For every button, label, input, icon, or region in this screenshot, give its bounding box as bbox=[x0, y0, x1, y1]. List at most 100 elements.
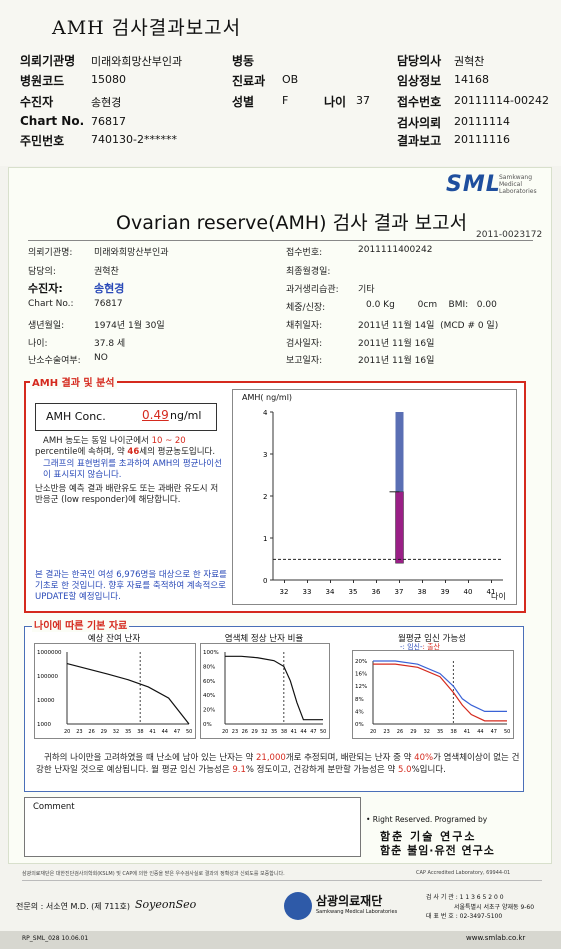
y-tick-label: 10000 bbox=[37, 698, 55, 704]
amh-chart-title: AMH( ng/ml) bbox=[242, 393, 293, 402]
curve-line bbox=[373, 663, 507, 722]
comment-label: Comment bbox=[33, 802, 75, 812]
field-value: 2011년 11월 16일 bbox=[358, 356, 435, 366]
legend-birth: : 출산 bbox=[422, 643, 440, 651]
x-tick-label: 44 bbox=[477, 729, 483, 735]
curve-line bbox=[66, 662, 190, 725]
y-tick-label: 1000000 bbox=[37, 650, 62, 656]
y-tick-label: 100000 bbox=[37, 674, 58, 680]
divider bbox=[28, 240, 533, 241]
interquartile-bar bbox=[395, 491, 404, 564]
y-tick-label: 20% bbox=[203, 708, 215, 714]
field-value: 37.8 세 bbox=[94, 339, 126, 349]
x-tick-label: 20 bbox=[222, 729, 228, 735]
header-label: 수진자 bbox=[20, 95, 54, 109]
header-value: 미래와희망산부인과 bbox=[91, 55, 183, 68]
y-tick-label: 100% bbox=[203, 650, 219, 656]
x-tick-label: 29 bbox=[101, 729, 107, 735]
desc-response: 난소반응 예측 결과 배란유도 또는 과배란 유도시 저반응군 (low res… bbox=[35, 484, 219, 505]
x-tick-label: 32 bbox=[261, 729, 267, 735]
research-institute-2: 함춘 불임·유전 연구소 bbox=[380, 844, 495, 857]
x-tick-label: 35 bbox=[125, 729, 131, 735]
x-tick-label: 44 bbox=[300, 729, 306, 735]
field-label: 검사일자: bbox=[286, 339, 323, 349]
summary-eggs: 21,000 bbox=[256, 753, 286, 763]
x-tick-label: 38 bbox=[137, 729, 143, 735]
y-tick-label: 80% bbox=[203, 664, 215, 670]
x-tick-label: 41 bbox=[291, 729, 297, 735]
header-label: 병원코드 bbox=[20, 74, 65, 88]
x-tick-label: 40 bbox=[464, 588, 473, 596]
x-tick-label: 35 bbox=[437, 729, 443, 735]
chart2-panel: 100% 80% 60% 40% 20% 0% 20 23 26 29 32 35 38 41 44 47 50 bbox=[200, 643, 330, 739]
x-tick-label: 32 bbox=[113, 729, 119, 735]
desc-note: 그래프의 표현범위를 초과하여 AMH의 평균나이선이 표시되지 않습니다. bbox=[43, 459, 222, 480]
desc-text: 세의 평균농도입니다. bbox=[139, 447, 216, 457]
chart1-title: 예상 잔여 난자 bbox=[87, 634, 141, 644]
comment-box: Comment bbox=[24, 797, 361, 857]
amh-conc-unit: ng/ml bbox=[170, 409, 202, 422]
y-tick-label: 1 bbox=[263, 535, 267, 543]
field-label: 접수번호: bbox=[286, 248, 323, 258]
x-tick-label: 50 bbox=[186, 729, 192, 735]
chart3-legend: -: 임신-: 출산 bbox=[400, 642, 440, 652]
x-tick-label: 37 bbox=[395, 588, 404, 596]
curve-line bbox=[225, 655, 323, 721]
amh-concentration-box: AMH Conc. 0.49 ng/ml bbox=[35, 403, 217, 431]
header-label: 임상정보 bbox=[397, 74, 442, 88]
header-fields: 의뢰기관명 미래와희망산부인과 병동 담당의사 권혁찬 병원코드 15080 진… bbox=[20, 52, 550, 152]
header-label: Chart No. bbox=[20, 114, 85, 128]
patient-name: 송현경 bbox=[94, 282, 125, 295]
x-tick-label: 29 bbox=[251, 729, 257, 735]
chart2-title: 염색체 정상 난자 비율 bbox=[224, 634, 304, 644]
header-value: 76817 bbox=[91, 115, 126, 128]
field-value: 76817 bbox=[94, 299, 123, 309]
header-value: 송현경 bbox=[91, 96, 122, 109]
y-tick-label: 2 bbox=[263, 493, 267, 501]
field-value: 기타 bbox=[358, 285, 375, 295]
egg-count-chart: 1000000 100000 10000 1000 20 23 26 29 32 35 38 41 44… bbox=[37, 650, 192, 735]
field-label: 의뢰기관명: bbox=[28, 248, 73, 258]
sml-logo: SML bbox=[446, 172, 501, 197]
desc-text: percentile에 속하며, 약 bbox=[35, 447, 125, 457]
header-value: 20111116 bbox=[454, 133, 510, 146]
y-tick-label: 0% bbox=[203, 722, 212, 728]
divider bbox=[22, 880, 542, 881]
header-value: 권혁찬 bbox=[454, 55, 485, 68]
x-tick-label: 29 bbox=[410, 729, 416, 735]
signature: SoyeonSeo bbox=[135, 898, 197, 911]
lab-code: 검 사 기 관 : 1 1 3 6 5 2 0 0 bbox=[426, 894, 504, 901]
doctor-name: 전문의 : 서소연 M.D. (제 711호) bbox=[16, 902, 130, 911]
report-title: Ovarian reserve(AMH) 검사 결과 보고서 bbox=[116, 212, 468, 234]
x-tick-label: 23 bbox=[76, 729, 82, 735]
x-tick-label: 47 bbox=[491, 729, 497, 735]
field-value: NO bbox=[94, 353, 108, 363]
x-tick-label: 47 bbox=[310, 729, 316, 735]
x-tick-label: 39 bbox=[441, 588, 450, 596]
research-institute-1: 함춘 기술 연구소 bbox=[380, 830, 477, 843]
x-tick-label: 26 bbox=[242, 729, 248, 735]
patient-name-label: 수진자: bbox=[28, 282, 63, 295]
x-tick-label: 41 bbox=[464, 729, 470, 735]
mean-age: 46 bbox=[127, 447, 140, 457]
amh-conc-label: AMH Conc. bbox=[46, 410, 106, 423]
foundation-logo-icon bbox=[284, 892, 312, 920]
x-tick-label: 38 bbox=[418, 588, 427, 596]
legend-pregnancy: -: 임신- bbox=[400, 643, 423, 651]
phone: 대 표 번 호 : 02-3497-5100 bbox=[426, 913, 503, 920]
summary-text: % 정도이고, 건강하게 분만할 가능성은 약 bbox=[245, 765, 396, 775]
header-value: F bbox=[282, 94, 289, 107]
amh-interpretation: AMH 농도는 동일 나이군에서 10 ~ 20 percentile에 속하며… bbox=[35, 436, 225, 506]
header-label: 진료과 bbox=[232, 74, 266, 88]
field-value: 0.0 Kg 0cm BMI: 0.00 bbox=[366, 300, 497, 310]
y-tick-label: 12% bbox=[355, 684, 367, 690]
y-tick-label: 3 bbox=[263, 451, 267, 459]
header-label: 병동 bbox=[232, 54, 255, 68]
x-tick-label: 41 bbox=[149, 729, 155, 735]
age-label: 나이 bbox=[324, 95, 347, 109]
field-value: 2011년 11월 16일 bbox=[358, 339, 435, 349]
cap-note: CAP Accredited Laboratory, 69944-01 bbox=[416, 870, 511, 876]
amh-chart-panel: AMH( ng/ml) 0 1 2 3 4 32 33 34 35 36 37 38 39 40 41 나이 bbox=[232, 389, 517, 605]
y-tick-label: 40% bbox=[203, 693, 215, 699]
foundation-subtitle: Samkwang Medical Laboratories bbox=[316, 909, 398, 915]
